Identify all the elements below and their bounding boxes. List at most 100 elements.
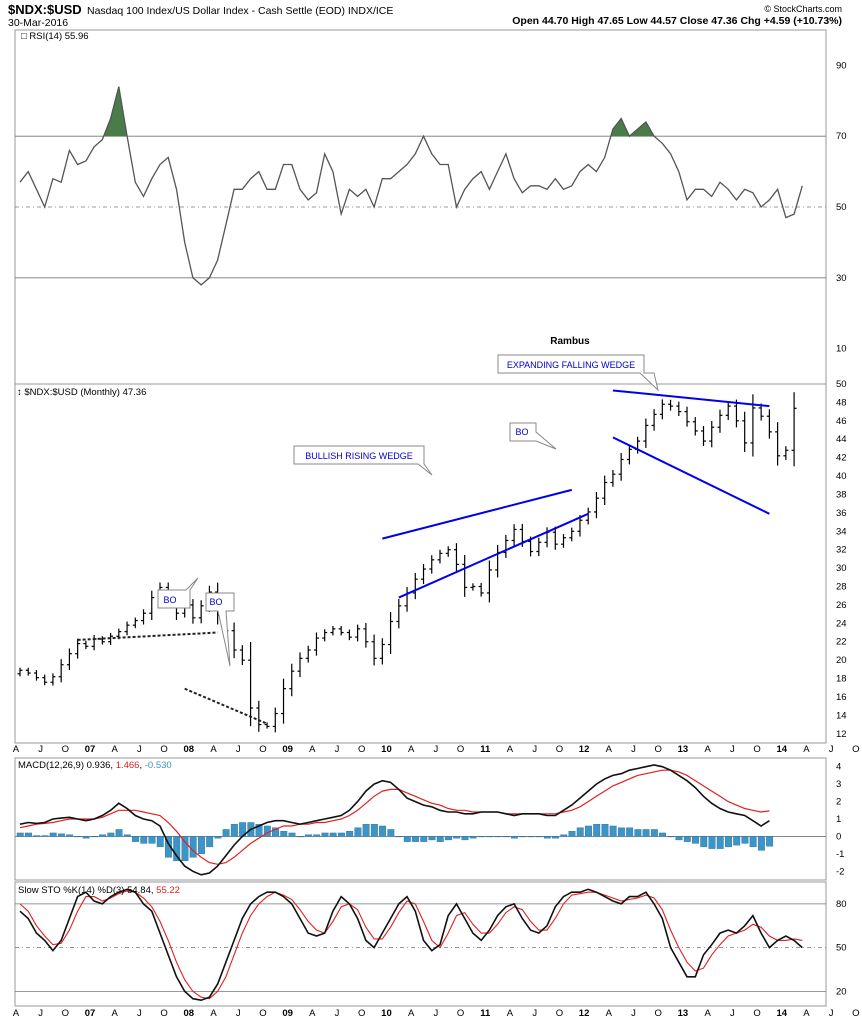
x-axis-bottom-label: 08: [184, 1008, 195, 1019]
x-axis-top-label: O: [556, 744, 563, 755]
x-axis-top-label: O: [457, 744, 464, 755]
macd-histogram-bar: [436, 836, 444, 842]
price-tick-label: 22: [836, 637, 847, 648]
macd-histogram-bar: [296, 836, 304, 838]
x-axis-top-label: 11: [480, 744, 491, 755]
x-axis-bottom-label: A: [408, 1008, 415, 1019]
x-axis-bottom-label: J: [335, 1008, 340, 1019]
macd-tick-label: 2: [836, 797, 841, 808]
price-bar: [577, 514, 583, 537]
rsi-legend: □ RSI(14) 55.96: [21, 31, 89, 42]
macd-histogram-bar: [659, 832, 667, 837]
price-bar: [281, 678, 287, 724]
macd-histogram-bar: [206, 836, 214, 848]
price-bar: [585, 507, 591, 525]
macd-histogram-bar: [609, 825, 617, 837]
x-axis-bottom-label: 10: [381, 1008, 392, 1019]
price-bar: [33, 670, 39, 681]
x-axis-bottom-label: J: [730, 1008, 735, 1019]
x-axis-bottom-label: J: [433, 1008, 438, 1019]
price-bar: [495, 544, 501, 578]
macd-histogram-bar: [420, 836, 428, 842]
x-axis-bottom-label: O: [358, 1008, 365, 1019]
callout-bo-2009: BO: [205, 592, 235, 667]
macd-histogram-bar: [486, 836, 494, 838]
macd-histogram-bar: [675, 836, 683, 841]
x-axis-top-label: J: [631, 744, 636, 755]
price-bar: [437, 549, 443, 564]
price-bar: [470, 583, 476, 591]
rsi-line: [19, 86, 803, 286]
x-axis-top-label: 07: [85, 744, 96, 755]
price-bar: [486, 560, 492, 603]
price-bar: [25, 667, 31, 676]
x-axis-bottom-label: A: [704, 1008, 711, 1019]
price-tick-label: 20: [836, 655, 847, 666]
price-tick-label: 36: [836, 508, 847, 519]
price-bar: [742, 411, 748, 453]
x-axis-bottom-label: J: [236, 1008, 241, 1019]
x-axis-top-label: 10: [381, 744, 392, 755]
macd-histogram-bar: [16, 832, 24, 837]
x-axis-top-label: A: [112, 744, 119, 755]
price-bar: [643, 418, 649, 448]
price-tick-label: 32: [836, 545, 847, 556]
macd-histogram-bar: [156, 836, 164, 848]
macd-histogram-bar: [766, 836, 774, 847]
x-axis-top-label: O: [753, 744, 760, 755]
x-axis-top-label: A: [704, 744, 711, 755]
price-panel: 12 14 16 18 20 22 24 26 28 30 32 34 36 38 40 42 44 46 48 50…: [14, 379, 847, 744]
x-axis-top-label: A: [210, 744, 217, 755]
macd-histogram-bar: [593, 824, 601, 837]
x-axis-top-label: O: [62, 744, 69, 755]
macd-histogram-bar: [560, 834, 568, 837]
price-bar: [355, 624, 361, 642]
price-bar: [511, 524, 517, 546]
macd-histogram-bar: [230, 824, 238, 837]
macd-histogram-bar: [272, 827, 279, 837]
rsi-tick-label: 10: [836, 344, 847, 355]
x-axis-bottom-label: A: [112, 1008, 119, 1019]
price-bar: [536, 537, 542, 557]
panel-frame: [14, 881, 827, 1007]
macd-histogram-bar: [49, 832, 57, 837]
price-bar: [775, 422, 781, 466]
price-bar: [231, 622, 237, 659]
price-bar: [346, 629, 352, 641]
macd-histogram-bar: [510, 836, 518, 839]
price-bar: [783, 446, 789, 460]
price-bar: [91, 635, 97, 651]
x-axis-bottom-label: O: [655, 1008, 662, 1019]
macd-histogram-bar: [280, 831, 288, 837]
price-bar: [709, 421, 715, 448]
panel-frame: [14, 383, 827, 744]
price-tick-label: 18: [836, 674, 847, 685]
macd-histogram-bar: [626, 827, 634, 837]
chart-description: Nasdaq 100 Index/US Dollar Index - Cash …: [87, 5, 393, 17]
price-bar: [462, 554, 468, 597]
x-axis-bottom-label: 14: [776, 1008, 787, 1019]
price-bar: [412, 572, 418, 600]
price-bar: [684, 406, 690, 427]
price-bar: [668, 399, 674, 411]
price-bar: [322, 629, 328, 642]
price-bar: [561, 534, 567, 548]
macd-histogram-bar: [362, 824, 370, 837]
macd-histogram-bar: [700, 836, 708, 848]
price-bar: [453, 543, 459, 571]
macd-histogram-bar: [708, 836, 716, 849]
macd-tick-label: -1: [836, 849, 844, 860]
macd-histogram-bar: [519, 836, 527, 838]
x-axis-bottom-label: J: [631, 1008, 636, 1019]
macd-histogram-bar: [749, 836, 757, 848]
macd-histogram-bar: [354, 827, 362, 837]
price-bar: [239, 645, 245, 666]
price-bar: [83, 640, 89, 650]
copyright: © StockCharts.com: [764, 4, 842, 14]
callout-expanding-falling-wedge: EXPANDING FALLING WEDGE: [497, 354, 659, 392]
x-axis-bottom-label: 07: [85, 1008, 96, 1019]
macd-histogram-bar: [123, 834, 131, 837]
macd-histogram-bar: [140, 836, 148, 844]
x-axis-top-label: O: [852, 744, 859, 755]
price-bar: [42, 674, 48, 686]
